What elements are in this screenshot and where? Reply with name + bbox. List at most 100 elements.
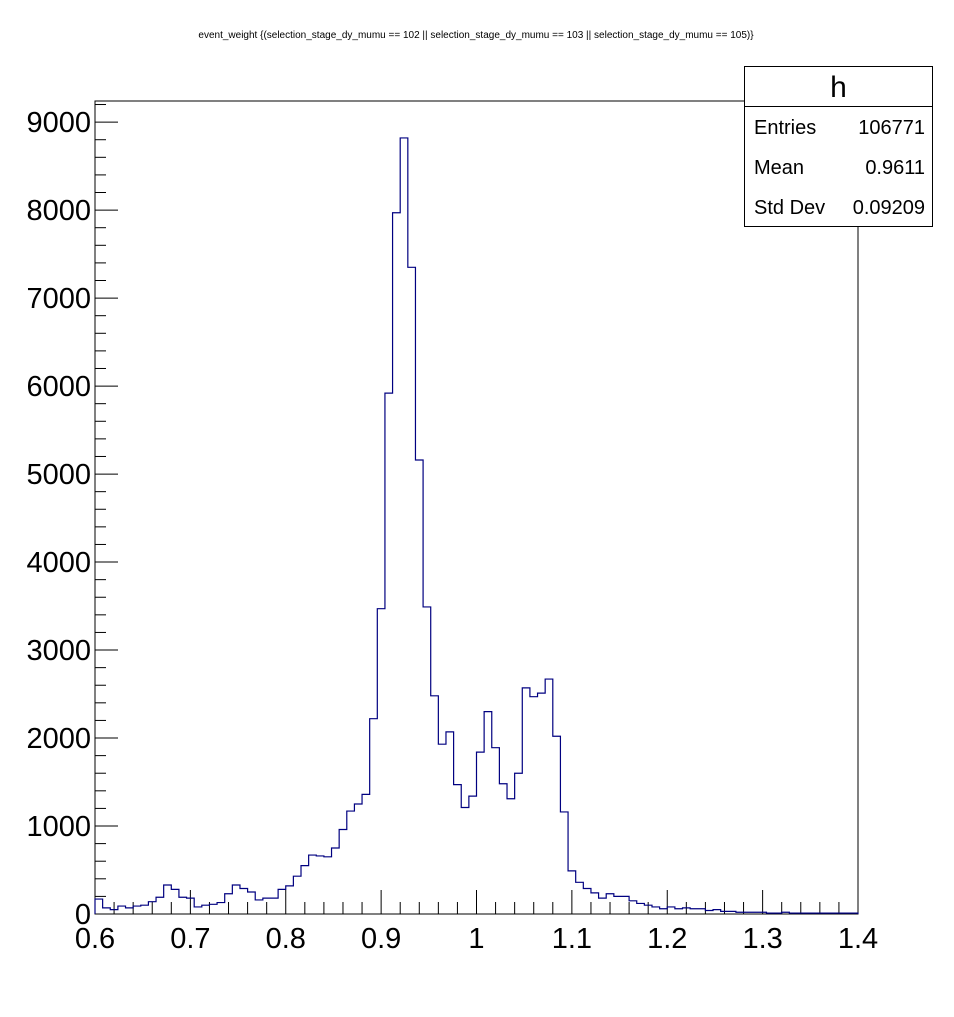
histogram-bin <box>301 866 309 914</box>
histogram-bin <box>461 808 469 914</box>
histogram-bin <box>286 886 294 914</box>
histogram-bin <box>217 903 225 914</box>
histogram-bin <box>667 907 675 914</box>
histogram-bin <box>423 607 431 914</box>
histogram-bin <box>156 897 164 914</box>
histogram-bin <box>644 905 652 914</box>
histogram-bin <box>248 892 256 914</box>
x-tick-label: 1 <box>468 923 484 955</box>
stats-row-stddev: Std Dev 0.09209 <box>745 187 932 227</box>
x-tick-label: 0.9 <box>361 923 401 955</box>
x-tick-label: 0.6 <box>75 923 115 955</box>
y-tick-label: 6000 <box>26 371 91 403</box>
histogram-bin <box>209 904 217 914</box>
histogram-bin <box>263 898 271 914</box>
y-tick-label: 7000 <box>26 283 91 315</box>
histogram-bin <box>576 882 584 914</box>
histogram-bin <box>171 889 179 914</box>
histogram-bin <box>385 393 393 914</box>
mean-value: 0.9611 <box>865 157 925 179</box>
histogram-bin <box>164 885 172 914</box>
histogram-bin <box>187 898 195 914</box>
histogram-bin <box>293 876 301 914</box>
histogram-bin <box>347 811 355 914</box>
histogram-bin <box>477 752 485 914</box>
histogram-bin <box>225 894 233 914</box>
histogram-bin <box>629 901 637 914</box>
histogram-bin <box>377 609 385 914</box>
stats-box: h Entries 106771 Mean 0.9611 Std Dev 0.0… <box>744 66 933 227</box>
histogram-bin <box>400 138 408 914</box>
y-tick-label: 1000 <box>26 811 91 843</box>
histogram-bin <box>362 794 370 914</box>
histogram-bin <box>438 744 446 914</box>
y-tick-label: 8000 <box>26 195 91 227</box>
x-tick-label: 0.8 <box>266 923 306 955</box>
histogram-bin <box>103 908 111 914</box>
x-tick-label: 1.3 <box>742 923 782 955</box>
entries-label: Entries <box>754 117 817 139</box>
histogram-outline <box>94 137 859 914</box>
histogram-bin <box>545 679 553 914</box>
histogram-bin <box>591 893 599 914</box>
histogram-bin <box>332 848 340 914</box>
histogram-bin <box>110 910 118 914</box>
histogram-bin <box>202 905 210 914</box>
histogram-bin <box>492 748 500 914</box>
histogram-bin <box>522 688 530 914</box>
entries-value: 106771 <box>858 117 925 139</box>
y-tick-label: 5000 <box>26 459 91 491</box>
histogram-bin <box>675 909 683 914</box>
histogram-bin <box>415 460 423 914</box>
histogram-bin <box>469 796 477 914</box>
y-tick-label: 2000 <box>26 723 91 755</box>
histogram-bin <box>393 213 401 914</box>
histogram-bin <box>713 910 721 914</box>
stats-row-entries: Entries 106771 <box>745 107 932 147</box>
histogram-bin <box>507 799 515 914</box>
stats-title: h <box>745 67 932 107</box>
y-tick-label: 9000 <box>26 107 91 139</box>
histogram-bin <box>431 696 439 914</box>
y-tick-label: 3000 <box>26 635 91 667</box>
histogram-bin <box>324 857 332 914</box>
histogram-bin <box>690 909 698 914</box>
histogram-bin <box>698 909 706 914</box>
histogram-bin <box>621 896 629 914</box>
tick-labels: 0.6 0.7 0.8 0.9 1 1.1 1.2 1.3 1.4 0 1000 2000 3000 40… <box>26 107 878 955</box>
histogram-bin <box>553 736 561 914</box>
histogram-bin <box>408 267 416 914</box>
histogram-bin <box>179 897 187 914</box>
chart-title: event_weight {(selection_stage_dy_mumu =… <box>198 30 754 41</box>
histogram-bin <box>583 888 591 914</box>
x-tick-label: 1.4 <box>838 923 878 955</box>
histogram-bin <box>316 856 324 914</box>
histogram-bin <box>560 812 568 914</box>
histogram-bin <box>194 907 202 914</box>
histogram-bin <box>530 697 538 914</box>
histogram-bin <box>614 896 622 914</box>
histogram-bin <box>637 903 645 914</box>
histogram-bin <box>126 908 134 914</box>
histogram-bin <box>454 785 462 914</box>
histogram-bin <box>515 773 523 914</box>
stddev-label: Std Dev <box>754 197 826 219</box>
histogram-bin <box>446 732 454 914</box>
histogram-bin <box>683 908 691 914</box>
histogram-bin <box>118 906 126 914</box>
histogram-bin <box>255 900 263 914</box>
histogram-bin <box>148 902 156 914</box>
histogram-bin <box>339 830 347 914</box>
histogram-bin <box>270 898 278 914</box>
histogram-bin <box>370 719 378 914</box>
histogram-bin <box>240 888 248 914</box>
histogram-bin <box>599 898 607 914</box>
x-tick-label: 1.1 <box>552 923 592 955</box>
histogram-bin <box>278 889 286 914</box>
y-tick-label: 0 <box>75 899 91 931</box>
histogram-bin <box>309 855 317 914</box>
histogram-bin <box>95 899 103 914</box>
x-tick-label: 0.7 <box>170 923 210 955</box>
histogram-bin <box>652 907 660 914</box>
